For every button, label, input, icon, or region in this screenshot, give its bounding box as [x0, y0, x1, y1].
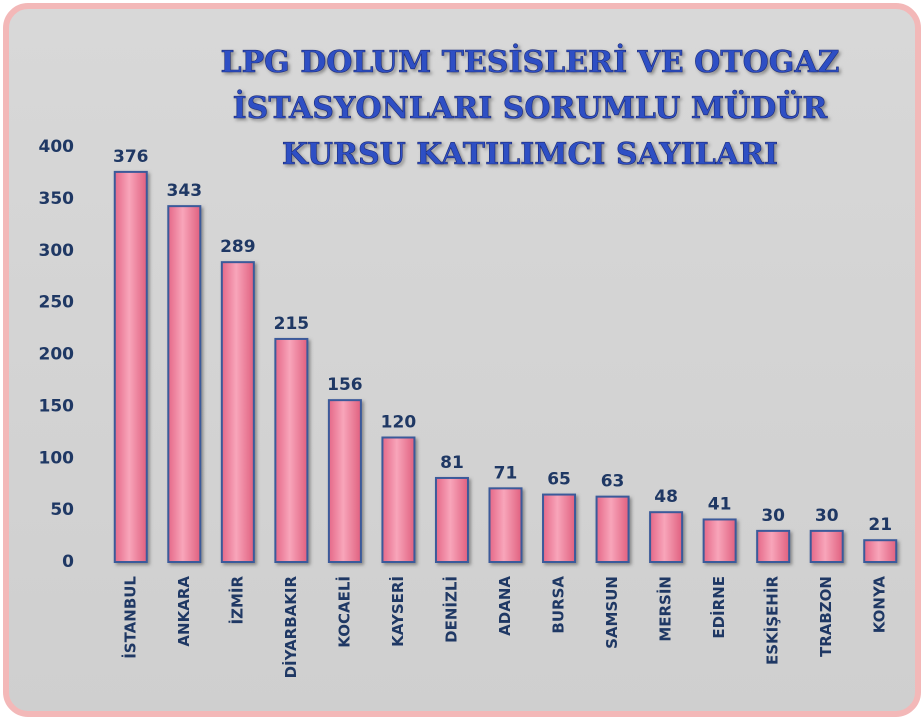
value-label: 30: [761, 506, 785, 526]
x-tick-label: ESKİŞEHİR: [763, 576, 782, 665]
y-tick-label: 50: [50, 500, 74, 520]
y-tick-label: 400: [39, 137, 75, 157]
title-line: İSTASYONLARI SORUMLU MÜDÜR: [233, 89, 829, 126]
value-label: 376: [113, 147, 149, 167]
value-label: 120: [381, 413, 417, 433]
x-tick-label: İZMİR: [227, 576, 246, 625]
bar: [113, 170, 148, 563]
y-tick-label: 150: [39, 396, 75, 416]
bar: [327, 399, 362, 563]
y-tick-label: 300: [39, 241, 75, 261]
value-label: 81: [440, 453, 464, 473]
x-tick-label: KONYA: [871, 576, 889, 634]
bar: [863, 539, 898, 564]
x-tick-label: BURSA: [550, 576, 568, 634]
x-tick-label: SAMSUN: [603, 576, 621, 649]
x-tick-label: KOCAELİ: [334, 576, 353, 648]
bar: [488, 487, 523, 563]
x-tick-label: EDİRNE: [709, 576, 728, 639]
value-label: 48: [654, 487, 678, 507]
bar: [595, 495, 630, 564]
y-tick-label: 250: [39, 293, 75, 313]
value-label: 215: [274, 314, 310, 334]
x-tick-label: MERSİN: [656, 576, 675, 642]
x-tick-label: DİYARBAKIR: [281, 576, 300, 679]
bar: [274, 337, 309, 563]
bar: [649, 511, 684, 564]
bar: [542, 493, 577, 563]
bar: [756, 529, 791, 563]
bar: [167, 205, 202, 563]
title: LPG DOLUM TESİSLERİ VE OTOGAZ İSTASYONLA…: [220, 43, 840, 173]
y-tick-label: 0: [62, 552, 74, 572]
y-tick-label: 100: [39, 448, 75, 468]
y-tick-label: 350: [39, 189, 75, 209]
bar: [434, 476, 469, 563]
x-tick-label: TRABZON: [817, 576, 835, 657]
value-label: 65: [547, 470, 571, 490]
x-tick-label: İSTANBUL: [120, 576, 139, 659]
value-label: 30: [815, 506, 839, 526]
value-label: 21: [868, 515, 892, 535]
bar: [702, 518, 737, 564]
title-line: KURSU KATILIMCI SAYILARI: [282, 137, 778, 172]
value-label: 343: [167, 181, 203, 201]
value-label: 156: [327, 375, 363, 395]
x-tick-label: DENİZLİ: [441, 576, 460, 643]
bar: [220, 261, 255, 563]
value-label: 289: [220, 237, 256, 257]
value-label: 63: [601, 472, 625, 492]
x-tick-label: ADANA: [496, 576, 514, 636]
x-tick-label: ANKARA: [175, 576, 193, 647]
y-tick-label: 200: [39, 345, 75, 365]
bar: [809, 529, 844, 563]
value-label: 71: [494, 463, 518, 483]
value-label: 41: [708, 494, 732, 514]
title-line: LPG DOLUM TESİSLERİ VE OTOGAZ: [220, 43, 839, 80]
bar: [381, 436, 416, 563]
x-tick-label: KAYSERİ: [388, 576, 407, 647]
